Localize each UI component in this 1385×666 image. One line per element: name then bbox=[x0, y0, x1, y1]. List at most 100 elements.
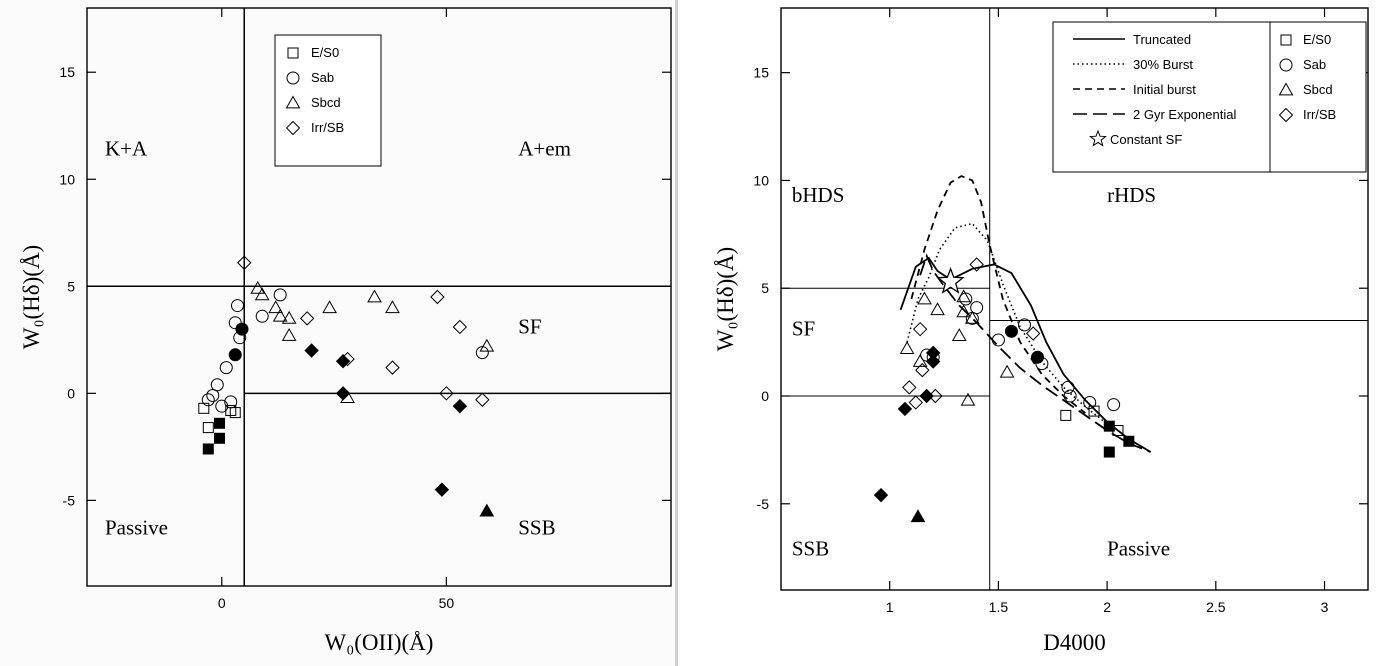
data-point-circle bbox=[219, 361, 233, 375]
right-chart-panel: -5 0 5 10 15 1 1.5 2 2.5 3 bHDS rHDS SF SSB Passive D40… bbox=[678, 0, 1385, 666]
data-point-diamond bbox=[925, 354, 941, 369]
region-label: SSB bbox=[518, 516, 555, 540]
model-track-dashed bbox=[910, 175, 1086, 414]
y-tick-label: 5 bbox=[67, 278, 75, 294]
y-axis-label: W₀(Hδ)(Å) bbox=[19, 245, 44, 349]
data-point-triangle bbox=[910, 509, 926, 523]
region-label: Passive bbox=[105, 516, 168, 540]
data-point-diamond bbox=[925, 345, 941, 361]
model-legend-label: 2 Gyr Exponential bbox=[1133, 107, 1236, 122]
data-point-circle bbox=[210, 378, 224, 392]
plot-frame bbox=[86, 7, 672, 587]
data-point-triangle bbox=[385, 300, 400, 314]
region-label: SF bbox=[792, 317, 815, 341]
model-legend-label: Constant SF bbox=[1110, 132, 1182, 147]
data-point-diamond bbox=[434, 482, 450, 497]
data-point-square bbox=[1103, 420, 1115, 432]
data-point-circle bbox=[1004, 324, 1018, 338]
data-point-circle bbox=[1031, 350, 1045, 364]
data-point-triangle bbox=[999, 364, 1015, 378]
data-point-diamond bbox=[335, 354, 351, 369]
data-point-diamond bbox=[475, 392, 490, 407]
left-scatter-chart: -5 0 5 10 15 0 50 K+A A+em SF Passive SSB W₀(OII)(Å)… bbox=[19, 7, 672, 655]
panel-divider bbox=[675, 0, 678, 666]
legend-marker-diamond bbox=[1278, 107, 1294, 123]
model-track-longdash bbox=[919, 253, 1151, 453]
model-track-solid bbox=[899, 256, 1152, 453]
x-tick-label: 2.5 bbox=[1206, 599, 1226, 615]
legend-marker-circle bbox=[286, 71, 300, 85]
data-point-square bbox=[1103, 446, 1115, 458]
legend-marker-circle bbox=[1279, 58, 1293, 72]
model-legend-label: Truncated bbox=[1133, 32, 1191, 47]
data-point-diamond bbox=[919, 388, 934, 404]
data-point-diamond bbox=[1025, 326, 1041, 341]
data-point-diamond bbox=[969, 257, 984, 272]
region-label: rHDS bbox=[1107, 183, 1156, 207]
legend-label: E/S0 bbox=[1303, 32, 1331, 47]
region-label: Passive bbox=[1107, 537, 1170, 561]
data-point-circle bbox=[215, 399, 229, 413]
data-point-square bbox=[1123, 435, 1135, 447]
data-point-square bbox=[214, 417, 226, 429]
data-point-triangle bbox=[917, 291, 932, 305]
data-point-diamond bbox=[237, 255, 252, 270]
region-label: A+em bbox=[518, 137, 571, 161]
data-point-circle bbox=[970, 301, 984, 315]
data-point-diamond bbox=[439, 386, 454, 401]
x-tick-label: 1.5 bbox=[989, 599, 1009, 615]
data-point-triangle bbox=[322, 300, 337, 314]
y-tick-label: -5 bbox=[63, 492, 76, 508]
y-tick-label: 5 bbox=[761, 280, 769, 296]
data-point-triangle bbox=[367, 289, 382, 303]
legend-label: Sab bbox=[1303, 57, 1326, 72]
data-point-circle bbox=[224, 395, 238, 409]
data-point-square bbox=[198, 402, 210, 414]
y-tick-label: 10 bbox=[59, 171, 75, 187]
data-point-circle bbox=[991, 333, 1005, 347]
data-point-circle bbox=[206, 388, 220, 402]
data-point-diamond bbox=[873, 487, 889, 503]
data-point-circle bbox=[1061, 380, 1075, 394]
data-point-triangle bbox=[479, 338, 495, 352]
data-point-circle bbox=[1063, 389, 1077, 403]
data-point-diamond bbox=[452, 319, 468, 335]
x-tick-label: 2 bbox=[1103, 599, 1111, 615]
data-point-triangle bbox=[250, 280, 266, 294]
plot-frame bbox=[780, 7, 1369, 591]
data-point-circle bbox=[1107, 398, 1121, 412]
legend-label: Sab bbox=[311, 70, 334, 85]
data-point-circle bbox=[1017, 318, 1031, 332]
data-point-triangle bbox=[930, 302, 945, 316]
data-point-diamond bbox=[915, 362, 930, 378]
legend-marker-diamond bbox=[285, 120, 301, 136]
region-label: SF bbox=[518, 314, 541, 338]
y-tick-label: 0 bbox=[761, 388, 769, 404]
data-point-circle bbox=[235, 322, 249, 336]
data-point-diamond bbox=[908, 395, 923, 410]
legend-label: E/S0 bbox=[311, 45, 339, 60]
y-tick-label: 15 bbox=[59, 64, 75, 80]
y-tick-label: 15 bbox=[753, 65, 769, 81]
y-tick-label: -5 bbox=[757, 496, 770, 512]
data-point-square bbox=[1060, 409, 1072, 421]
data-point-triangle bbox=[281, 328, 297, 341]
constant-sf-star bbox=[936, 266, 965, 294]
model-track-dotted bbox=[906, 222, 1108, 425]
data-point-diamond bbox=[430, 289, 445, 305]
x-axis-label: W₀(OII)(Å) bbox=[325, 630, 434, 655]
data-point-square bbox=[214, 432, 226, 444]
data-point-diamond bbox=[912, 321, 928, 337]
y-tick-label: 10 bbox=[753, 172, 769, 188]
region-label: K+A bbox=[105, 137, 148, 161]
x-tick-label: 1 bbox=[886, 599, 894, 615]
data-point-circle bbox=[230, 299, 244, 313]
legend-marker-square bbox=[1280, 34, 1292, 46]
data-point-diamond bbox=[897, 401, 913, 417]
data-point-square bbox=[1088, 405, 1100, 417]
data-point-triangle bbox=[899, 341, 915, 354]
data-point-triangle bbox=[964, 310, 980, 324]
right-scatter-chart: -5 0 5 10 15 1 1.5 2 2.5 3 bHDS rHDS SF SSB Passive D40… bbox=[713, 7, 1369, 655]
data-point-triangle bbox=[281, 310, 297, 324]
legend-label: Irr/SB bbox=[311, 120, 344, 135]
